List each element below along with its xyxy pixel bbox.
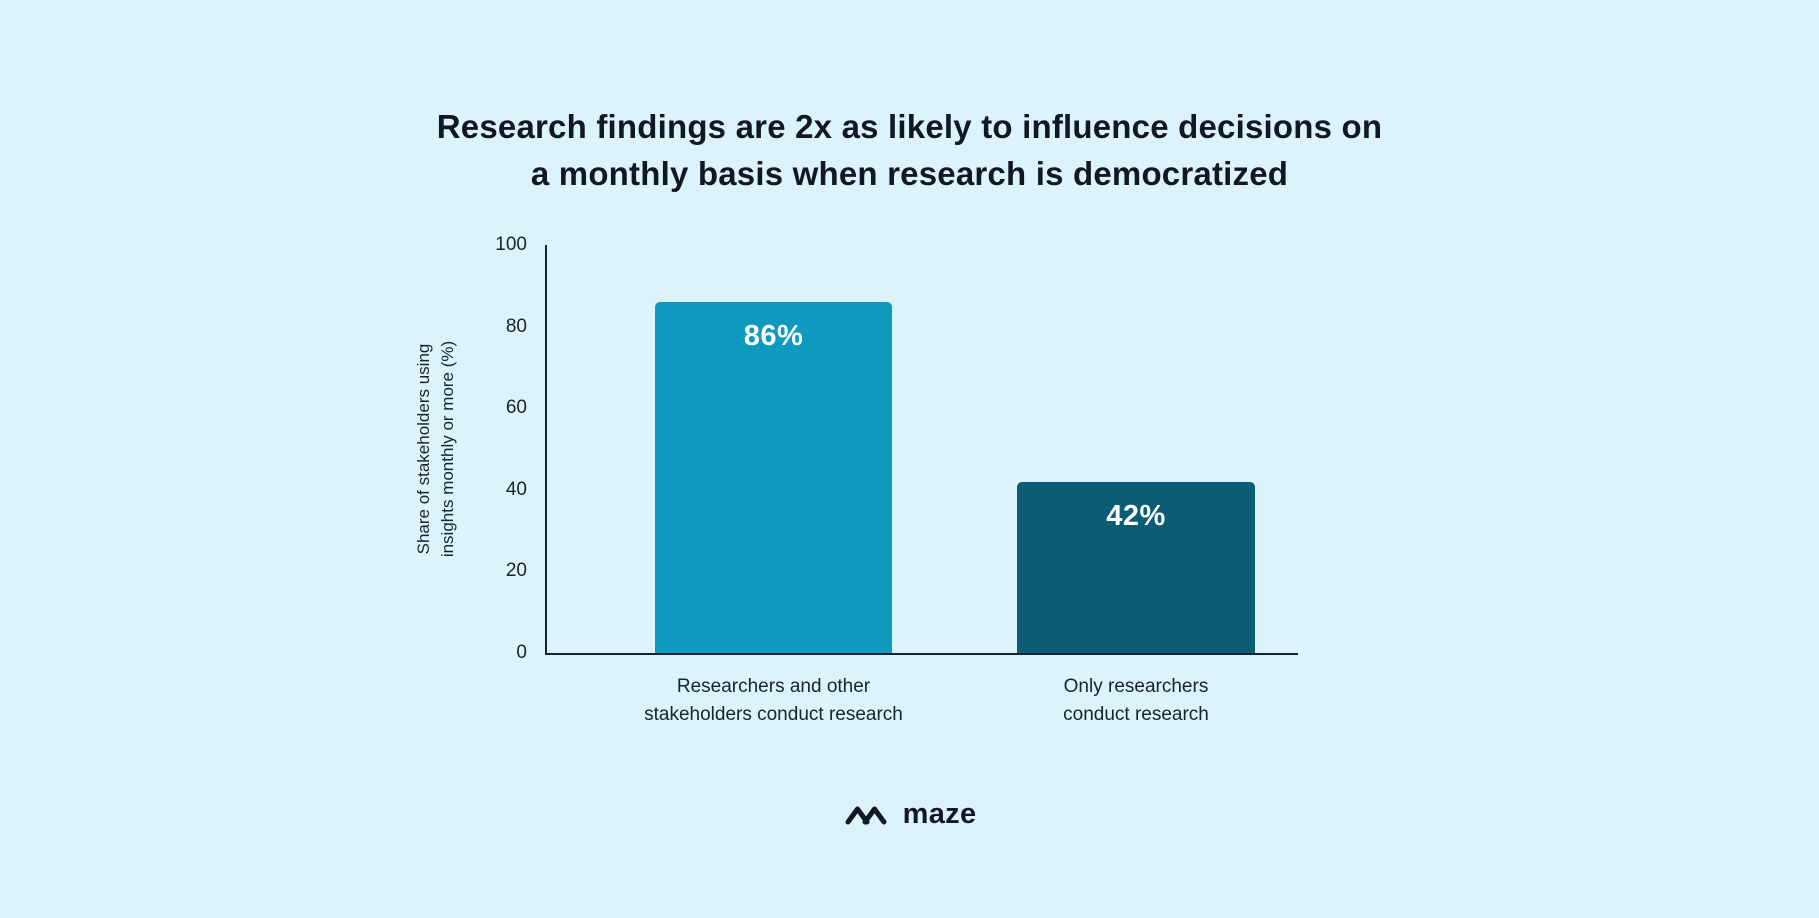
y-tick-label: 80 (505, 315, 527, 337)
y-tick-label: 20 (505, 560, 527, 582)
category-label: Only researchers conduct research (1063, 676, 1209, 725)
bar-value-label: 86% (743, 320, 804, 353)
plot-area: 0 20 40 60 80 100 86% Researchers and other st… (495, 234, 1298, 725)
y-axis-label: Share of stakeholders using insights mon… (414, 340, 457, 558)
bar-value-label: 42% (1106, 499, 1166, 532)
category-label: Researchers and other stakeholders condu… (644, 676, 903, 725)
maze-logo-icon (845, 806, 887, 824)
y-tick-label: 100 (495, 234, 527, 255)
footer: maze (0, 798, 1819, 831)
y-tick-label: 60 (505, 397, 527, 419)
bar-0: 86% (655, 302, 892, 653)
y-tick-label: 40 (505, 478, 527, 500)
maze-logo-text: maze (902, 798, 977, 830)
y-tick-label: 0 (516, 642, 527, 663)
bar-1: 42% (1017, 481, 1255, 653)
chart-title: Research findings are 2x as likely to in… (436, 108, 1383, 192)
y-axis-ticks: 0 20 40 60 80 100 (475, 234, 527, 663)
